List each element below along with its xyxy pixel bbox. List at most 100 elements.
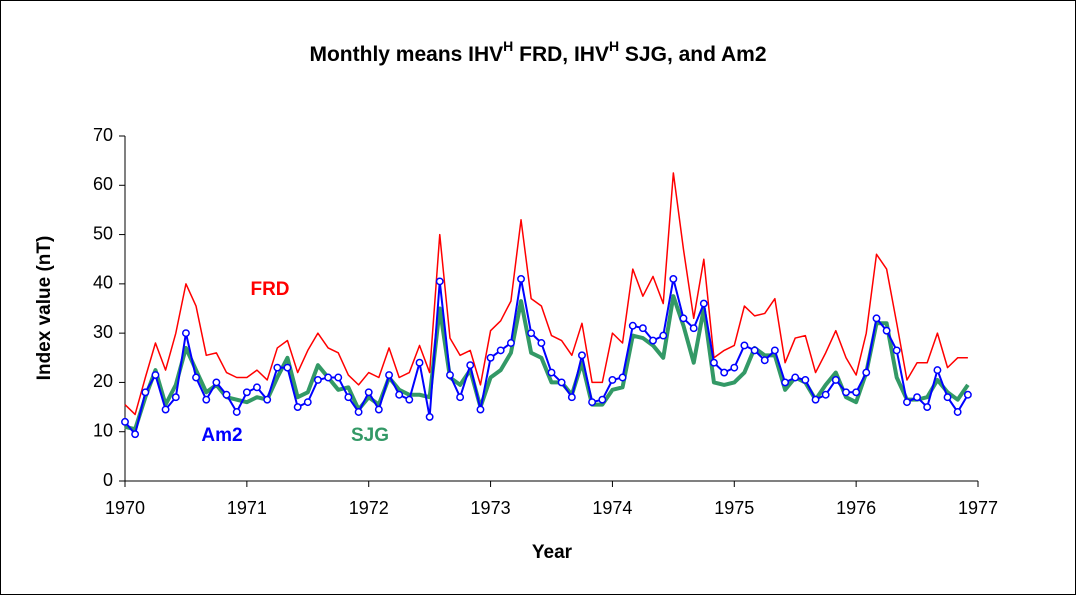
point-marker — [750, 346, 759, 355]
point-marker — [283, 363, 292, 372]
point-marker — [791, 373, 800, 382]
point-marker — [628, 321, 637, 330]
point-marker — [831, 376, 840, 384]
point-marker — [730, 363, 739, 372]
x-tick-label: 1971 — [227, 498, 267, 518]
x-tick-label: 1977 — [958, 498, 998, 518]
point-marker — [598, 395, 607, 404]
point-marker — [344, 393, 353, 402]
point-marker — [151, 371, 160, 379]
y-axis-title: Index value (nT) — [34, 236, 55, 381]
point-marker — [852, 388, 861, 397]
point-marker — [913, 393, 922, 402]
x-tick-label: 1975 — [714, 498, 754, 518]
point-marker — [334, 373, 343, 382]
series-annotation: FRD — [250, 279, 289, 300]
point-marker — [659, 331, 668, 340]
y-tick-label: 70 — [93, 125, 113, 145]
point-marker — [303, 398, 312, 407]
x-tick-label: 1976 — [836, 498, 876, 518]
title-text: SJG, and Am2 — [619, 43, 766, 66]
title-superscript: H — [609, 38, 619, 54]
series-annotation: Am2 — [201, 425, 242, 446]
point-marker — [578, 351, 586, 360]
series-annotation: SJG — [351, 425, 389, 446]
point-marker — [811, 395, 820, 404]
point-marker — [232, 408, 241, 416]
point-marker — [862, 368, 871, 377]
point-marker — [689, 324, 698, 333]
point-marker — [263, 395, 272, 404]
point-marker — [313, 376, 322, 384]
point-marker — [374, 405, 383, 414]
y-tick-label: 50 — [93, 223, 113, 243]
point-marker — [395, 390, 404, 399]
point-marker — [161, 405, 170, 414]
point-marker — [882, 326, 891, 335]
title-text: FRD, IHV — [513, 43, 609, 66]
point-marker — [141, 388, 150, 397]
point-marker — [425, 412, 434, 421]
point-marker — [385, 371, 394, 379]
point-marker — [872, 314, 881, 323]
point-marker — [588, 398, 597, 407]
x-tick-label: 1973 — [471, 498, 511, 518]
point-marker — [770, 346, 779, 355]
point-marker — [953, 408, 962, 416]
point-marker — [446, 371, 454, 379]
point-marker — [709, 358, 718, 367]
point-marker — [903, 398, 911, 407]
point-marker — [486, 353, 495, 362]
point-marker — [466, 361, 475, 370]
point-marker — [506, 339, 515, 347]
point-marker — [242, 388, 251, 397]
point-marker — [171, 393, 180, 402]
point-marker — [415, 358, 424, 367]
point-marker — [456, 393, 465, 402]
x-axis-title: Year — [532, 542, 573, 563]
chart-title: Monthly means IHVH FRD, IHVH SJG, and Am… — [309, 38, 766, 66]
point-marker — [131, 430, 140, 439]
point-marker — [923, 403, 932, 412]
point-marker — [181, 329, 190, 338]
point-marker — [892, 346, 901, 355]
point-marker — [435, 277, 444, 286]
point-marker — [963, 390, 972, 399]
point-marker — [933, 366, 942, 375]
point-marker — [679, 314, 688, 323]
series-line — [124, 172, 968, 416]
point-marker — [801, 376, 810, 384]
point-marker — [405, 395, 414, 404]
point-marker — [496, 346, 505, 355]
point-marker — [253, 383, 261, 392]
point-marker — [537, 339, 546, 347]
point-marker — [192, 373, 200, 382]
point-marker — [202, 395, 211, 404]
point-marker — [699, 299, 708, 308]
point-marker — [527, 329, 536, 338]
point-marker — [517, 274, 525, 283]
point-marker — [121, 417, 129, 426]
y-tick-label: 30 — [93, 322, 113, 342]
point-marker — [476, 405, 485, 414]
point-marker — [608, 376, 617, 384]
y-tick-label: 60 — [93, 174, 113, 194]
title-superscript: H — [503, 38, 513, 54]
point-marker — [638, 324, 647, 333]
x-tick-label: 1972 — [349, 498, 389, 518]
point-marker — [821, 390, 830, 399]
point-marker — [760, 356, 769, 365]
point-marker — [669, 274, 678, 283]
y-tick-label: 20 — [93, 371, 113, 391]
y-tick-label: 10 — [93, 420, 113, 440]
point-marker — [618, 373, 627, 382]
point-marker — [567, 393, 576, 402]
y-tick-label: 0 — [103, 470, 113, 490]
point-marker — [222, 390, 231, 399]
point-marker — [364, 388, 373, 397]
point-marker — [212, 378, 221, 387]
point-marker — [557, 378, 566, 387]
point-marker — [273, 363, 282, 372]
